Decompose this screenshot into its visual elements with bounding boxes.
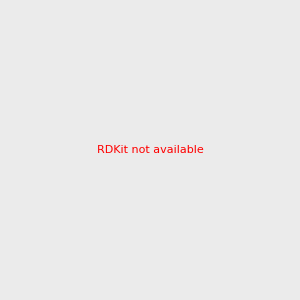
Text: RDKit not available: RDKit not available — [97, 145, 203, 155]
